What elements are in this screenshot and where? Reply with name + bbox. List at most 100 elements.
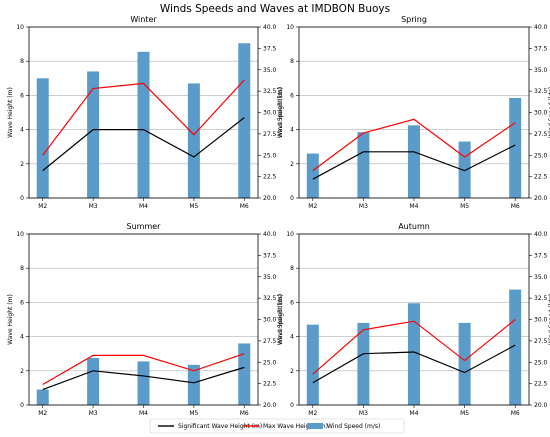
significant-wave-line xyxy=(42,366,245,391)
wind-speed-bar xyxy=(509,289,522,405)
subplot-title: Autumn xyxy=(398,222,430,231)
y-right-tick-label: 20.0 xyxy=(263,402,277,409)
y-right-tick-label: 37.5 xyxy=(534,252,548,259)
wind-speed-bar xyxy=(87,71,100,198)
panel-autumn: 0 2 4 6 8 10 20.0 22.5 25.0 27.5 30.0 32.5 35.0 37.5 4… xyxy=(277,222,550,417)
y-right-tick-label: 40.0 xyxy=(263,24,277,31)
y-right-tick-label: 27.5 xyxy=(263,338,277,345)
y-tick-label: 0 xyxy=(20,195,24,202)
y-right-tick-label: 40.0 xyxy=(534,231,548,238)
max-wave-line xyxy=(42,79,245,156)
y-right-tick-label: 20.0 xyxy=(263,195,277,202)
wind-speed-bar xyxy=(458,322,471,405)
y-tick-label: 0 xyxy=(290,402,294,409)
y-right-tick-label: 35.0 xyxy=(263,67,277,74)
panel-spring: 0 2 4 6 8 10 20.0 22.5 25.0 27.5 30.0 32.5 35.0 37.5 4… xyxy=(277,15,550,210)
panel-winter: 0 2 4 6 8 10 20.0 22.5 25.0 27.5 30.0 32.5 35.0 37.5 4… xyxy=(7,15,284,210)
legend-label: Wind Speed (m/s) xyxy=(327,423,380,430)
y-right-axis-label: Wind Speed (kts) xyxy=(277,87,284,138)
y-right-axis-label: Wind Speed (kts) xyxy=(548,87,550,138)
significant-wave-line xyxy=(312,344,516,384)
y-tick-label: 2 xyxy=(20,368,24,375)
y-right-axis-label: Wind Speed (kts) xyxy=(548,294,550,345)
y-right-tick-label: 35.0 xyxy=(534,274,548,281)
y-tick-label: 4 xyxy=(20,334,24,341)
x-tick-label: M5 xyxy=(460,410,469,417)
x-tick-label: M5 xyxy=(189,203,198,210)
y-right-tick-label: 30.0 xyxy=(534,110,548,117)
y-tick-label: 2 xyxy=(290,368,294,375)
subplot-title: Summer xyxy=(127,222,162,231)
y-right-tick-label: 40.0 xyxy=(534,24,548,31)
x-tick-label: M6 xyxy=(511,410,520,417)
y-right-tick-label: 25.0 xyxy=(534,359,548,366)
significant-wave-line xyxy=(312,144,516,180)
y-right-tick-label: 22.5 xyxy=(534,174,548,181)
y-tick-label: 8 xyxy=(20,58,24,65)
y-right-tick-label: 27.5 xyxy=(534,131,548,138)
max-wave-line xyxy=(312,319,516,375)
legend-label: Max Wave Height (m) xyxy=(263,423,328,430)
wind-speed-bar xyxy=(306,324,319,405)
y-tick-label: 2 xyxy=(290,161,294,168)
y-tick-label: 8 xyxy=(290,58,294,65)
x-tick-label: M4 xyxy=(139,410,148,417)
y-right-tick-label: 37.5 xyxy=(534,45,548,52)
y-tick-label: 8 xyxy=(290,265,294,272)
wind-speed-bar xyxy=(357,132,370,198)
wind-speed-bar xyxy=(187,364,200,405)
y-tick-label: 8 xyxy=(20,265,24,272)
y-tick-label: 2 xyxy=(20,161,24,168)
y-right-tick-label: 37.5 xyxy=(263,45,277,52)
y-right-tick-label: 35.0 xyxy=(534,67,548,74)
panel-summer: 0 2 4 6 8 10 20.0 22.5 25.0 27.5 30.0 32.5 35.0 37.5 4… xyxy=(7,222,284,417)
x-tick-label: M6 xyxy=(511,203,520,210)
y-tick-label: 6 xyxy=(20,299,24,306)
x-tick-label: M2 xyxy=(308,203,317,210)
y-right-tick-label: 32.5 xyxy=(263,295,277,302)
wind-speed-bar xyxy=(36,389,49,405)
y-right-tick-label: 32.5 xyxy=(534,295,548,302)
wind-speed-bar xyxy=(137,51,150,198)
subplot-title: Spring xyxy=(401,15,427,24)
figure-title: Winds Speeds and Waves at IMDBON Buoys xyxy=(160,3,390,15)
y-right-tick-label: 30.0 xyxy=(263,317,277,324)
wind-speed-bar xyxy=(357,322,370,405)
y-right-tick-label: 32.5 xyxy=(534,88,548,95)
x-tick-label: M6 xyxy=(240,410,249,417)
y-right-tick-label: 30.0 xyxy=(534,317,548,324)
y-right-tick-label: 32.5 xyxy=(263,88,277,95)
x-tick-label: M5 xyxy=(189,410,198,417)
legend-box xyxy=(149,418,405,434)
wind-speed-bar xyxy=(306,153,319,198)
x-tick-label: M4 xyxy=(410,203,419,210)
x-tick-label: M3 xyxy=(359,203,368,210)
y-tick-label: 0 xyxy=(290,195,294,202)
wind-speed-bar xyxy=(36,78,49,198)
y-tick-label: 6 xyxy=(20,92,24,99)
y-tick-label: 4 xyxy=(290,334,294,341)
wind-speed-bar xyxy=(187,83,200,198)
y-tick-label: 10 xyxy=(16,24,24,31)
y-tick-label: 10 xyxy=(286,24,294,31)
y-right-tick-label: 22.5 xyxy=(263,381,277,388)
wind-speed-bar xyxy=(408,303,420,405)
wind-speed-bar xyxy=(238,343,251,405)
max-wave-line xyxy=(42,353,245,385)
wind-speed-bar xyxy=(137,361,150,405)
y-right-tick-label: 27.5 xyxy=(534,338,548,345)
y-right-tick-label: 37.5 xyxy=(263,252,277,259)
wind-speed-bar xyxy=(87,357,100,405)
y-axis-label: Wave Height (m) xyxy=(277,87,284,138)
y-right-tick-label: 40.0 xyxy=(263,231,277,238)
x-tick-label: M4 xyxy=(410,410,419,417)
x-tick-label: M2 xyxy=(38,203,47,210)
y-tick-label: 6 xyxy=(290,299,294,306)
y-axis-label: Wave Height (m) xyxy=(277,294,284,345)
y-right-axis-label: Wind Speed (kts) xyxy=(277,294,284,345)
y-right-tick-label: 27.5 xyxy=(263,131,277,138)
y-right-tick-label: 25.0 xyxy=(263,359,277,366)
legend-bar-swatch xyxy=(307,423,323,429)
